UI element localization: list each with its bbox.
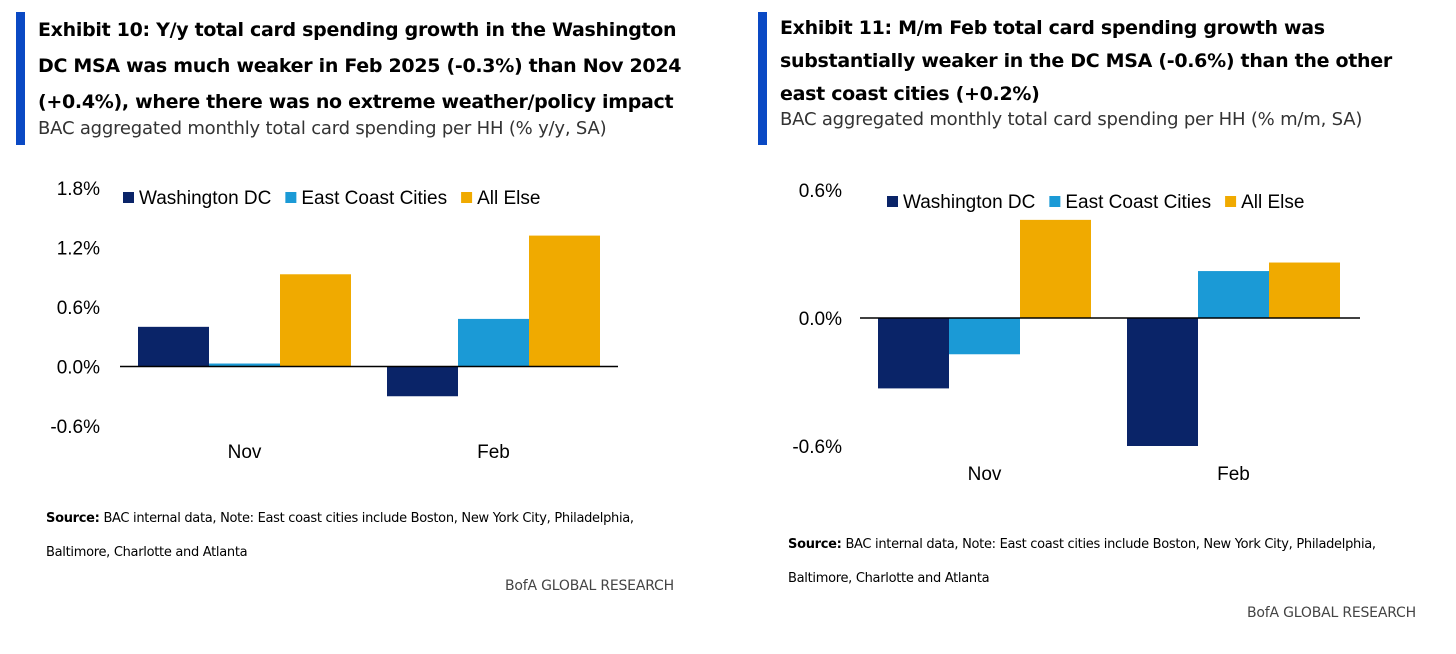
legend-swatch — [461, 192, 473, 203]
legend-label: East Coast Cities — [301, 188, 447, 209]
source-text: BAC internal data, Note: East coast citi… — [46, 511, 634, 560]
y-tick-label: -0.6% — [50, 417, 100, 438]
legend-swatch — [887, 196, 898, 207]
y-tick-label: 1.2% — [57, 239, 100, 260]
footer-brand: BofA GLOBAL RESEARCH — [505, 578, 674, 594]
x-category-label: Nov — [228, 442, 262, 463]
y-tick-label: 0.6% — [57, 298, 100, 319]
legend-label: East Coast Cities — [1065, 192, 1211, 213]
y-tick-label: -0.6% — [792, 437, 842, 458]
accent-bar — [758, 12, 767, 145]
x-category-label: Nov — [968, 464, 1002, 485]
bar-chart-mm: -0.6% 0.0% 0.6% Nov Feb Washington DC East Coa… — [792, 181, 1360, 485]
legend-label: Washington DC — [903, 192, 1035, 213]
bar-chart-yy: -0.6% 0.0% 0.6% 1.2% 1.8% Nov Feb Washington DC… — [50, 179, 618, 463]
source-text: BAC internal data, Note: East coast citi… — [788, 537, 1376, 586]
exhibit-header: Exhibit 10: Y/y total card spending grow… — [38, 12, 698, 140]
exhibit-header: Exhibit 11: M/m Feb total card spending … — [780, 12, 1440, 131]
source-note: Source: BAC internal data, Note: East co… — [788, 528, 1438, 596]
source-label: Source: — [46, 511, 100, 526]
y-tick-label: 1.8% — [57, 179, 100, 200]
exhibit-10: Exhibit 10: Y/y total card spending grow… — [0, 0, 700, 654]
exhibit-title: Exhibit 10: Y/y total card spending grow… — [38, 19, 682, 113]
legend-label: Washington DC — [139, 188, 271, 209]
y-tick-label: 0.0% — [799, 309, 842, 330]
legend-swatch — [1049, 196, 1061, 207]
bar-washington-dc-nov — [138, 326, 209, 367]
bar-all-else-feb — [529, 235, 600, 367]
bar-washington-dc-nov — [878, 318, 949, 389]
y-tick-label: 0.0% — [57, 358, 100, 379]
legend-swatch — [1225, 196, 1237, 207]
exhibit-subtitle: BAC aggregated monthly total card spendi… — [780, 109, 1363, 130]
bar-all-else-nov — [1020, 219, 1091, 318]
exhibit-subtitle: BAC aggregated monthly total card spendi… — [38, 118, 607, 139]
source-note: Source: BAC internal data, Note: East co… — [46, 502, 696, 570]
bar-all-else-feb — [1269, 262, 1340, 318]
y-tick-label: 0.6% — [799, 181, 842, 202]
exhibit-11: Exhibit 11: M/m Feb total card spending … — [742, 0, 1456, 654]
source-label: Source: — [788, 537, 842, 552]
x-category-label: Feb — [477, 442, 510, 463]
bar-washington-dc-feb — [1127, 318, 1198, 446]
accent-bar — [16, 12, 25, 145]
footer-brand: BofA GLOBAL RESEARCH — [1247, 605, 1416, 621]
bar-washington-dc-feb — [387, 366, 458, 397]
legend-label: All Else — [1241, 192, 1304, 213]
legend-label: All Else — [477, 188, 540, 209]
bar-east-coast-cities-feb — [458, 318, 529, 367]
bar-east-coast-cities-feb — [1198, 271, 1269, 318]
bar-east-coast-cities-nov — [949, 318, 1020, 355]
legend-swatch — [285, 192, 297, 203]
bar-all-else-nov — [280, 274, 351, 367]
exhibit-title: Exhibit 11: M/m Feb total card spending … — [780, 17, 1392, 105]
bar-east-coast-cities-nov — [209, 363, 280, 367]
legend-swatch — [123, 192, 134, 203]
x-category-label: Feb — [1217, 464, 1250, 485]
